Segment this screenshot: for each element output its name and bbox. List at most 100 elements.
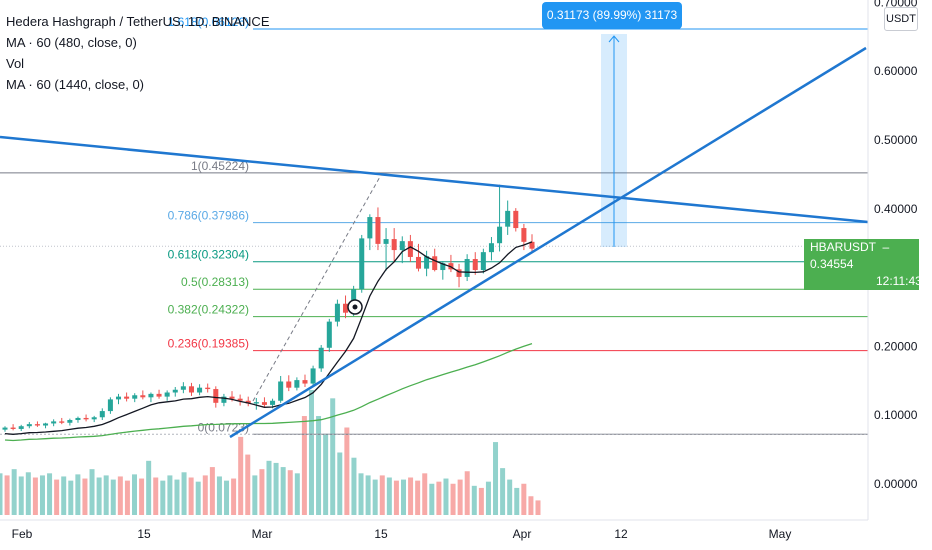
candle — [367, 214, 373, 251]
candle — [205, 383, 211, 393]
candle — [399, 236, 405, 264]
volume-bar — [273, 462, 279, 515]
moving-averages — [4, 241, 533, 442]
candle — [286, 375, 292, 392]
volume-bar — [238, 436, 244, 515]
candle — [359, 234, 365, 293]
volume-bar — [209, 467, 215, 515]
volume-bars — [0, 390, 541, 515]
volume-bar — [316, 416, 322, 515]
candle — [456, 263, 462, 288]
candle — [83, 414, 89, 422]
candle — [375, 207, 381, 251]
indicator-ma-480[interactable]: MA · 60 (480, close, 0) — [6, 35, 137, 50]
fibonacci-retracement[interactable]: 1.618(0.66126) 1(0.45224) 0.786(0.37986) 0.… — [0, 15, 868, 435]
candle — [310, 365, 316, 387]
volume-bar — [4, 475, 10, 515]
indicator-ma-1440[interactable]: MA · 60 (1440, close, 0) — [6, 77, 145, 92]
volume-bar — [32, 477, 38, 515]
volume-bar — [0, 473, 3, 515]
volume-bar — [146, 460, 152, 515]
volume-bar — [344, 427, 350, 515]
candle — [497, 184, 503, 252]
chart-legend: Hedera Hashgraph / TetherUS, 1D, BINANCE… — [6, 11, 270, 95]
candle — [180, 382, 186, 394]
candle — [26, 422, 32, 429]
price-range-measure[interactable] — [601, 34, 627, 247]
volume-bar — [429, 483, 435, 515]
volume-bar — [507, 479, 513, 515]
volume-bar — [351, 457, 357, 515]
volume-bar — [224, 480, 230, 515]
candle — [424, 250, 430, 277]
volume-bar — [11, 469, 17, 515]
time-tick-label: May — [769, 527, 792, 541]
volume-bar — [266, 460, 272, 515]
volume-bar — [415, 480, 421, 515]
volume-bar — [89, 469, 95, 515]
price-tag-countdown: 12:11:43 — [876, 274, 922, 288]
candle — [464, 254, 470, 282]
volume-bar — [443, 478, 449, 515]
volume-bar — [181, 472, 187, 515]
candle — [10, 424, 16, 431]
candle — [2, 426, 8, 432]
candle — [326, 318, 332, 352]
volume-bar — [308, 390, 314, 515]
candle — [334, 299, 340, 327]
candle — [391, 228, 397, 263]
resistance-trendline[interactable] — [0, 135, 869, 224]
volume-bar — [393, 480, 399, 515]
current-price-tag: HBARUSDT – 0.34554 12:11:43 — [804, 239, 922, 290]
price-tick-label: 0.50000 — [874, 133, 918, 147]
time-tick-label: Mar — [252, 527, 273, 541]
volume-bar — [372, 479, 378, 515]
volume-bar — [39, 475, 45, 515]
volume-bar — [493, 442, 499, 515]
volume-bar — [464, 471, 470, 515]
candle — [107, 397, 113, 414]
price-tag-price: 0.34554 — [810, 257, 854, 271]
candle — [164, 390, 170, 401]
volume-bar — [252, 475, 258, 515]
price-tick-label: 0.70000 — [874, 0, 918, 9]
candle — [480, 248, 486, 274]
volume-bar — [280, 467, 286, 515]
candle — [188, 382, 194, 396]
candle — [343, 295, 349, 319]
fib-level-label: 0.236(0.19385) — [168, 337, 249, 351]
volume-bar — [68, 480, 74, 515]
volume-bar — [202, 475, 208, 515]
ma-short-line — [4, 241, 533, 435]
time-tick-label: 15 — [374, 527, 388, 541]
candle — [278, 375, 284, 403]
volume-bar — [301, 416, 307, 515]
candle — [124, 392, 130, 402]
candle — [197, 384, 203, 396]
candle — [75, 416, 81, 423]
fib-level-label: 0.382(0.24322) — [168, 303, 249, 317]
time-axis[interactable]: Feb 15 Mar 15 Apr 12 May — [12, 527, 792, 541]
measure-label: 0.31173 (89.99%) 31173 — [542, 2, 682, 29]
volume-bar — [287, 470, 293, 515]
volume-bar — [323, 433, 329, 515]
candle — [318, 345, 324, 372]
volume-bar — [337, 452, 343, 515]
volume-bar — [132, 474, 137, 515]
candle — [148, 392, 154, 403]
volume-bar — [54, 479, 60, 515]
candle — [172, 386, 178, 397]
volume-bar — [386, 477, 392, 515]
support-trendline[interactable] — [229, 46, 867, 439]
candle — [91, 415, 97, 423]
candle — [383, 228, 389, 271]
trend-lines[interactable] — [0, 46, 869, 439]
fib-level-label: 0.5(0.28313) — [181, 275, 249, 289]
fib-level-label: 1(0.45224) — [191, 159, 249, 173]
ma-long-line — [4, 342, 533, 442]
indicator-volume[interactable]: Vol — [6, 56, 25, 71]
currency-scale-button[interactable]: USDT — [884, 7, 918, 31]
price-tick-label: 0.00000 — [874, 477, 918, 491]
volume-bar — [139, 478, 145, 515]
